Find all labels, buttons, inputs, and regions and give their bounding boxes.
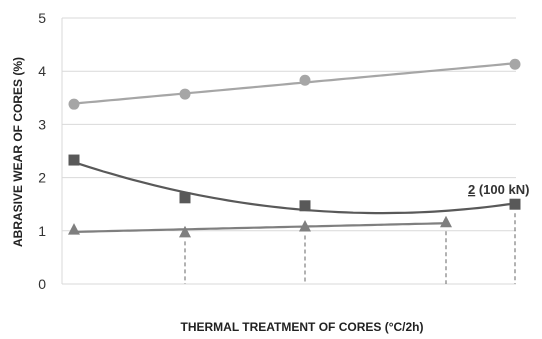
annotation-underlined: 2 — [468, 182, 475, 197]
markers-layer — [68, 58, 521, 238]
data-point-circle — [179, 88, 191, 100]
tick-labels-layer: 0 1 2 3 4 5 — [38, 10, 46, 292]
annotation-rest: (100 kN) — [475, 182, 529, 197]
data-point-square — [299, 200, 311, 212]
y-axis-title: ABRASIVE WEAR OF CORES (%) — [11, 57, 25, 247]
y-tick-label: 1 — [38, 223, 46, 239]
data-point-triangle — [440, 215, 452, 228]
data-point-square — [68, 154, 80, 166]
y-tick-label: 3 — [38, 116, 46, 132]
data-point-circle — [68, 98, 80, 110]
y-tick-label: 4 — [38, 63, 46, 79]
trendlines-layer — [73, 62, 516, 233]
grid-layer — [61, 17, 516, 285]
trendline-series-3 — [73, 222, 447, 233]
series-annotation: 2 (100 kN) — [468, 182, 529, 197]
y-tick-label: 0 — [38, 276, 46, 292]
data-point-square — [509, 198, 521, 210]
data-point-triangle — [179, 225, 191, 238]
data-point-circle — [509, 58, 521, 70]
trendline-series-1 — [73, 62, 516, 105]
y-tick-label: 5 — [38, 10, 46, 26]
data-point-triangle — [299, 219, 311, 232]
trendline-series-2 — [73, 161, 516, 215]
y-tick-label: 2 — [38, 170, 46, 186]
data-point-circle — [299, 74, 311, 86]
x-axis-title: THERMAL TREATMENT OF CORES (°C/2h) — [180, 320, 423, 334]
data-point-triangle — [68, 223, 80, 235]
data-point-square — [179, 192, 191, 204]
drop-lines-layer — [184, 213, 516, 284]
